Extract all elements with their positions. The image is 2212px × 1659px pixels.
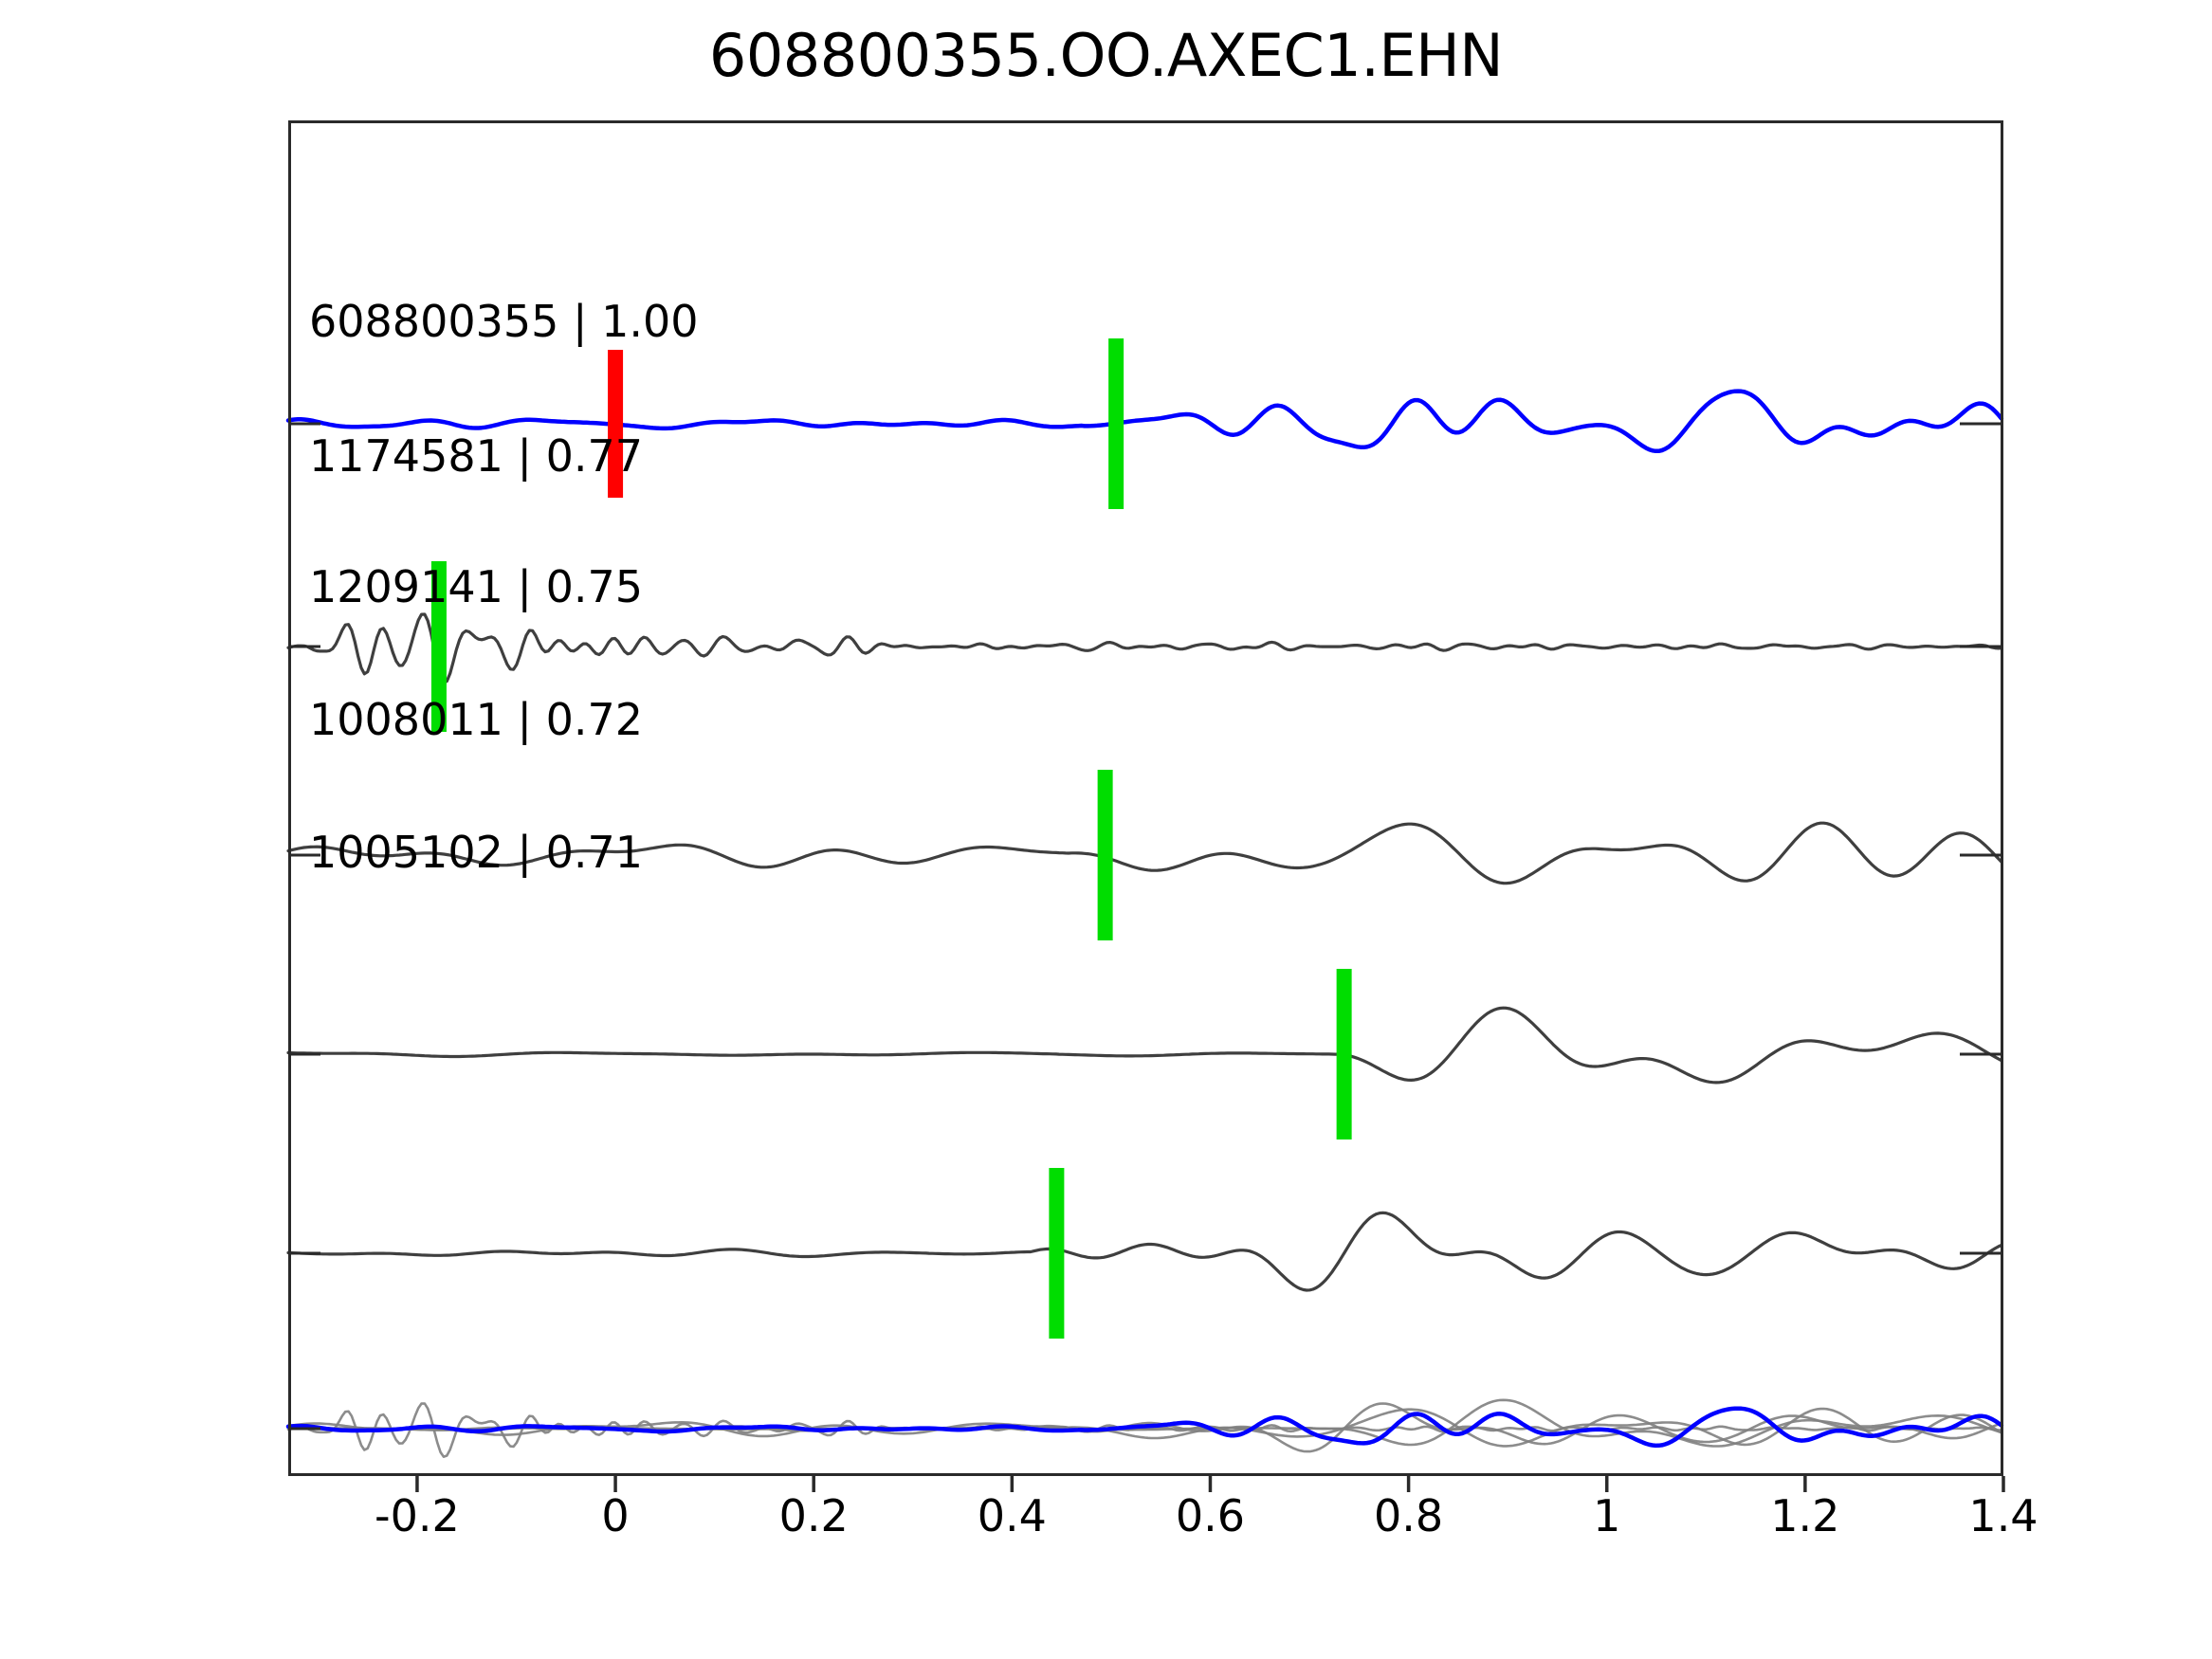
s-pick-marker-608800355: [1108, 338, 1124, 509]
s-pick-marker-1174581: [430, 561, 447, 732]
s-pick-marker-1005102: [1049, 1168, 1065, 1339]
s-pick-marker-1209141: [1097, 770, 1113, 940]
waveform-trace-1174581: [286, 612, 2003, 684]
x-tick-label-0: -0.2: [375, 1490, 460, 1541]
x-tick-label-6: 1: [1593, 1490, 1621, 1541]
trace-label-1008011: 1008011 | 0.72: [309, 694, 644, 745]
x-tick-label-8: 1.4: [1968, 1490, 2038, 1541]
x-tick-label-2: 0.2: [778, 1490, 849, 1541]
x-axis-tick-labels: -0.2 0 0.2 0.4 0.6 0.8 1 1.2 1.4: [288, 1490, 2038, 1557]
waveform-canvas: [285, 338, 2005, 1492]
page-title: 608800355.OO.AXEC1.EHN: [708, 21, 1504, 90]
overlay-trace-608800355: [285, 1406, 2004, 1449]
waveform-trace-1005102: [286, 1211, 2003, 1292]
trace-label-608800355: 608800355 | 1.00: [309, 296, 699, 347]
x-tick-label-3: 0.4: [977, 1490, 1047, 1541]
x-tick-label-4: 0.6: [1175, 1490, 1246, 1541]
waveform-trace-1008011: [286, 1006, 2003, 1085]
x-tick-label-1: 0: [601, 1490, 630, 1541]
waveform-trace-608800355: [285, 389, 2004, 454]
x-tick-label-7: 1.2: [1770, 1490, 1840, 1541]
trace-label-1209141: 1209141 | 0.75: [309, 561, 644, 612]
trace-label-1174581: 1174581 | 0.77: [309, 430, 644, 482]
trace-label-1005102: 1005102 | 0.71: [309, 827, 644, 878]
plot-area: 608800355 | 1.00 1174581 | 0.77 1209141 | …: [285, 120, 2005, 1492]
x-tick-label-5: 0.8: [1374, 1490, 1444, 1541]
s-pick-marker-1008011: [1336, 969, 1352, 1139]
waveform-trace-1209141: [286, 821, 2003, 885]
p-pick-marker-608800355: [608, 350, 624, 498]
